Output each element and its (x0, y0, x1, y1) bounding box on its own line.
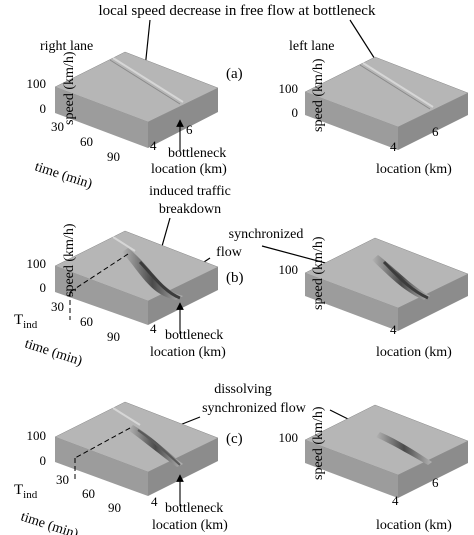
panel-c-label: (c) (226, 431, 243, 447)
c-right-loc-6: 6 (432, 475, 439, 490)
c-left-loc-4: 4 (151, 494, 158, 509)
a-left-tick-0: 0 (40, 101, 47, 116)
a-left-loc-4: 4 (150, 138, 157, 153)
b-left-tick-100: 100 (27, 256, 47, 271)
c-right-loc-4: 4 (392, 493, 399, 508)
b-left-speed-label: speed (km/h) (62, 223, 77, 297)
c-left-time-30: 30 (56, 472, 69, 487)
b-left-location-label: location (km) (150, 345, 226, 360)
b-left-loc-4: 4 (150, 321, 157, 336)
a-left-time-label: time (min) (33, 160, 95, 193)
c-right-speed-label: speed (km/h) (311, 406, 326, 480)
c-left-time-90: 90 (108, 500, 121, 515)
a-left-time-90: 90 (107, 149, 120, 164)
a-right-speed-label: speed (km/h) (311, 58, 326, 132)
c-left-bottleneck-label: bottleneck (165, 501, 223, 516)
b-left-time-label: time (min) (23, 337, 85, 370)
b-left-time-60: 60 (80, 314, 93, 329)
surface-a-right (304, 56, 469, 150)
b-left-time-30: 30 (51, 299, 64, 314)
b-annotation-3: synchronized (229, 227, 304, 242)
surface-c-right (304, 404, 469, 498)
c-right-location-label: location (km) (376, 518, 452, 533)
b-annotation-2: breakdown (159, 202, 221, 217)
lane-left-label: left lane (289, 39, 334, 54)
b-left-time-90: 90 (107, 329, 120, 344)
a-right-loc-6: 6 (432, 124, 439, 139)
c-right-tick-100: 100 (279, 430, 299, 445)
surface-c-left (54, 401, 219, 496)
a-left-time-30: 30 (51, 119, 64, 134)
c-annotation-2: synchronized flow (202, 401, 307, 416)
a-left-speed-label: speed (km/h) (62, 51, 77, 125)
b-left-bottleneck-label: bottleneck (165, 328, 223, 343)
c-annotation-1: dissolving (214, 382, 272, 397)
b-right-loc-4: 4 (390, 322, 397, 337)
panel-b-label: (b) (226, 270, 244, 286)
surface-b-left (54, 230, 219, 325)
a-left-bottleneck-label: bottleneck (168, 146, 226, 161)
b-right-location-label: location (km) (376, 345, 452, 360)
c-left-time-label: time (min) (19, 510, 81, 535)
top-annotation: local speed decrease in free flow at bot… (99, 3, 376, 19)
a-right-tick-100: 100 (279, 81, 299, 96)
c-left-time-60: 60 (82, 486, 95, 501)
b-right-tick-100: 100 (279, 262, 299, 277)
b-left-tick-0: 0 (40, 280, 47, 295)
surface-a-left (54, 51, 219, 148)
b-tind: Tind (14, 312, 38, 331)
a-left-time-60: 60 (80, 134, 93, 149)
a-right-loc-4: 4 (390, 139, 397, 154)
c-left-tick-0: 0 (40, 453, 47, 468)
surface-b-right (304, 237, 469, 331)
c-left-location-label: location (km) (152, 518, 228, 533)
c-tind: Tind (14, 482, 38, 501)
a-right-tick-0: 0 (292, 105, 299, 120)
a-right-location-label: location (km) (376, 162, 452, 177)
c-left-tick-100: 100 (27, 428, 47, 443)
a-left-loc-6: 6 (186, 122, 193, 137)
b-annotation-4: flow (216, 245, 243, 260)
panel-a-label: (a) (226, 66, 243, 82)
b-right-speed-label: speed (km/h) (311, 236, 326, 310)
lane-right-label: right lane (40, 39, 93, 54)
b-annotation-1: induced traffic (149, 184, 231, 199)
a-left-tick-100: 100 (27, 76, 47, 91)
a-left-location-label: location (km) (151, 162, 227, 177)
